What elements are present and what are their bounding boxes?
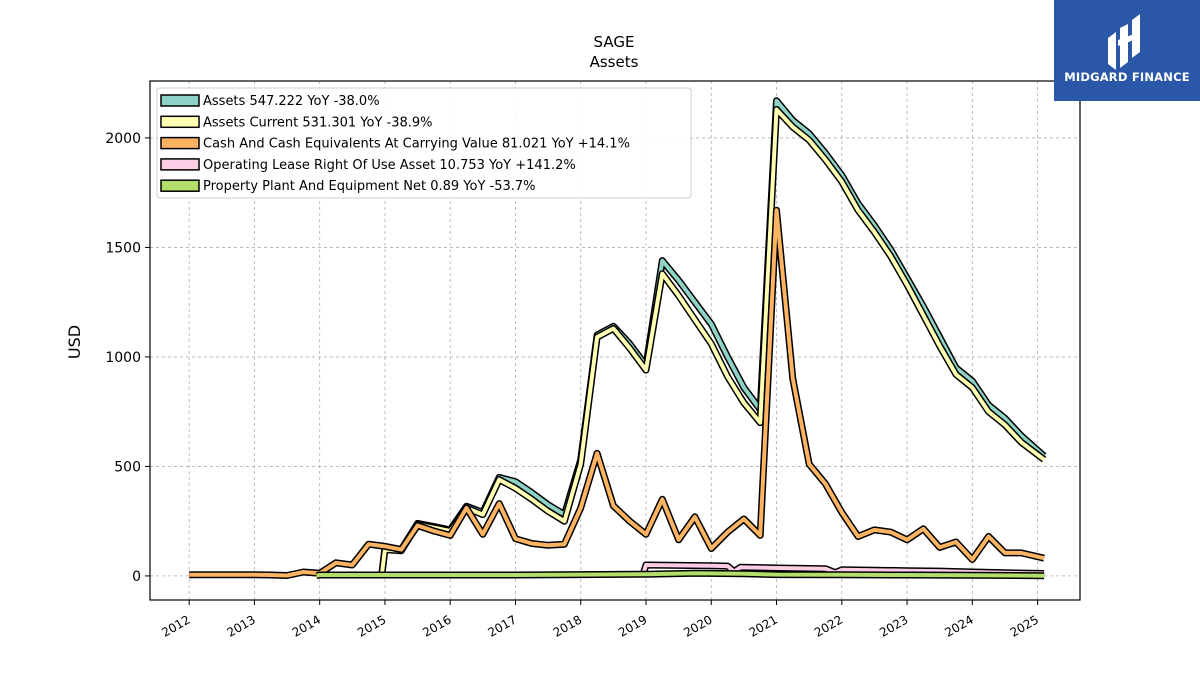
legend-swatch-3	[160, 158, 200, 171]
legend-swatch-0	[160, 94, 200, 107]
legend-entry-4: Property Plant And Equipment Net 0.89 Yo…	[203, 179, 536, 194]
series-line-3	[640, 563, 1045, 577]
midgard-logo-icon	[1108, 14, 1140, 70]
y-axis-label: USD	[65, 325, 84, 359]
legend-swatch-4	[160, 179, 200, 192]
legend-box	[156, 87, 692, 199]
x-tick-label: 2021	[747, 612, 780, 639]
series-line-outline-2	[189, 206, 1045, 579]
x-tick-label: 2022	[812, 612, 845, 639]
series-line-4	[315, 571, 1045, 578]
x-tick-label: 2012	[159, 612, 192, 639]
brand-logo: MIDGARD FINANCE	[1054, 0, 1200, 101]
x-tick-label: 2025	[1008, 612, 1041, 639]
y-tick-label: 0	[132, 569, 141, 585]
x-tick-label: 2018	[551, 612, 584, 639]
legend-entry-3: Operating Lease Right Of Use Asset 10.75…	[203, 158, 576, 173]
series-line-1	[379, 107, 1046, 576]
legend-entry-1: Assets Current 531.301 YoY -38.9%	[203, 115, 433, 130]
brand-name: MIDGARD FINANCE	[1064, 70, 1190, 84]
y-tick-label: 1500	[105, 240, 141, 256]
chart-subtitle: Assets	[590, 53, 639, 71]
x-tick-label: 2015	[355, 612, 388, 639]
series-line-2	[189, 208, 1045, 578]
x-tick-label: 2020	[681, 612, 714, 639]
x-tick-label: 2013	[224, 612, 257, 639]
legend-entry-0: Assets 547.222 YoY -38.0%	[203, 94, 380, 109]
x-tick-label: 2014	[290, 612, 323, 639]
x-tick-label: 2023	[877, 612, 910, 639]
x-tick-label: 2017	[486, 612, 519, 639]
axis-ticks: 0 500 1000 1500 2000 2012 2013 2014 2015 2016 2017…	[105, 131, 1041, 640]
plot-frame	[149, 80, 1081, 601]
y-tick-label: 500	[114, 459, 141, 475]
series-group	[189, 97, 1047, 580]
x-tick-label: 2019	[616, 612, 649, 639]
chart-title: SAGE	[594, 33, 635, 51]
y-tick-label: 2000	[105, 131, 141, 147]
y-tick-label: 1000	[105, 350, 141, 366]
legend: Assets 547.222 YoY -38.0% Assets Current …	[156, 87, 692, 199]
legend-swatch-1	[160, 115, 200, 129]
legend-entry-2: Cash And Cash Equivalents At Carrying Va…	[203, 137, 630, 152]
legend-swatch-2	[160, 136, 200, 150]
x-tick-label: 2016	[420, 612, 453, 639]
x-tick-label: 2024	[942, 612, 975, 639]
